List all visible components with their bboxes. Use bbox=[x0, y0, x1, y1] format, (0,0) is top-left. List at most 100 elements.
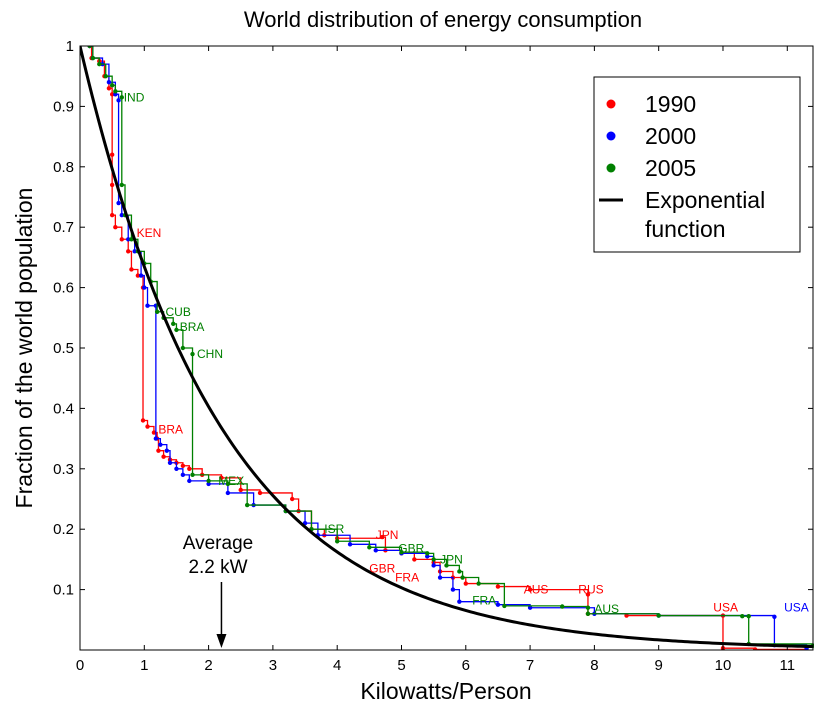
data-point-2005 bbox=[502, 603, 507, 609]
data-point-1990 bbox=[109, 152, 115, 157]
country-label-mex: MEX bbox=[218, 474, 244, 488]
country-label-gbr: GBR bbox=[369, 562, 395, 576]
data-point-2005 bbox=[431, 557, 436, 562]
country-label-isr: ISR bbox=[324, 522, 344, 536]
data-point-1990 bbox=[151, 430, 157, 435]
legend-label: 2005 bbox=[645, 155, 696, 181]
data-point-1990 bbox=[495, 584, 501, 589]
data-point-2005 bbox=[97, 61, 102, 67]
data-point-2005 bbox=[113, 89, 118, 94]
data-point-2000 bbox=[457, 599, 462, 604]
y-tick-label: 1 bbox=[66, 38, 74, 55]
x-tick-label: 9 bbox=[655, 657, 663, 674]
country-label-fra: FRA bbox=[395, 571, 419, 585]
legend-label: 1990 bbox=[645, 91, 696, 117]
country-label-aus: AUS bbox=[594, 602, 619, 616]
data-point-1990 bbox=[527, 587, 533, 592]
country-label-gbr: GBR bbox=[398, 542, 424, 556]
data-point-2000 bbox=[116, 200, 121, 206]
data-point-2000 bbox=[164, 448, 169, 453]
data-point-2000 bbox=[450, 587, 456, 592]
x-tick-label: 5 bbox=[397, 657, 405, 674]
data-point-2005 bbox=[225, 481, 231, 487]
data-point-2000 bbox=[373, 548, 378, 553]
legend-label: 2000 bbox=[645, 123, 696, 149]
data-point-2005 bbox=[740, 613, 745, 619]
y-tick-label: 0.3 bbox=[53, 461, 74, 478]
x-axis-ticks: 0 1 2 3 4 5 6 7 8 9 10 11 bbox=[76, 46, 795, 674]
chart-title: World distribution of energy consumption bbox=[244, 7, 642, 32]
data-point-2000 bbox=[425, 554, 430, 559]
country-label-chn: CHN bbox=[197, 347, 223, 361]
data-point-2000 bbox=[119, 212, 124, 218]
data-point-2000 bbox=[225, 490, 231, 496]
data-point-2005 bbox=[334, 539, 340, 544]
y-tick-label: 0.4 bbox=[53, 400, 74, 417]
series-line-exponential bbox=[80, 46, 814, 649]
data-point-1990 bbox=[463, 581, 468, 586]
data-point-2005 bbox=[190, 351, 195, 357]
data-point-2005 bbox=[457, 569, 462, 574]
x-tick-label: 10 bbox=[715, 657, 732, 674]
legend-marker-1990 bbox=[606, 99, 616, 109]
data-point-2005 bbox=[460, 575, 465, 580]
data-point-1990 bbox=[585, 592, 591, 597]
y-tick-label: 0.7 bbox=[53, 219, 74, 236]
data-point-2005 bbox=[476, 581, 481, 586]
x-tick-label: 6 bbox=[462, 657, 470, 674]
legend-label: Exponential bbox=[645, 187, 765, 213]
data-point-2005 bbox=[656, 613, 661, 618]
data-point-2005 bbox=[180, 345, 186, 351]
y-tick-label: 0.6 bbox=[53, 280, 74, 297]
data-point-1990 bbox=[140, 418, 146, 423]
data-point-1990 bbox=[145, 424, 150, 429]
data-point-2005 bbox=[174, 327, 179, 333]
data-point-1990 bbox=[106, 86, 112, 91]
data-point-2000 bbox=[167, 460, 173, 465]
data-point-1990 bbox=[119, 237, 124, 242]
x-tick-label: 4 bbox=[333, 657, 341, 674]
data-point-1990 bbox=[135, 273, 141, 278]
y-tick-label: 0.1 bbox=[53, 582, 74, 599]
country-label-bra: BRA bbox=[158, 423, 183, 437]
data-point-2000 bbox=[126, 237, 131, 242]
x-tick-label: 0 bbox=[76, 657, 84, 674]
data-point-2000 bbox=[145, 303, 150, 308]
data-point-2000 bbox=[495, 602, 501, 607]
x-tick-label: 3 bbox=[269, 657, 277, 674]
country-label-rus: RUS bbox=[578, 583, 603, 597]
y-tick-label: 0.8 bbox=[53, 159, 74, 176]
y-axis-ticks: 0.1 0.2 0.3 0.4 0.5 0.6 0.7 0.8 0.9 1 bbox=[53, 38, 813, 599]
data-point-2005 bbox=[119, 95, 124, 100]
annotation-line1: Average bbox=[183, 533, 253, 554]
data-point-1990 bbox=[156, 448, 161, 453]
data-point-2005 bbox=[119, 182, 124, 188]
annotation-line2: 2.2 kW bbox=[188, 557, 247, 578]
data-point-1990 bbox=[129, 267, 134, 272]
data-point-2005 bbox=[425, 551, 430, 556]
country-label-jpn: JPN bbox=[440, 552, 463, 566]
data-point-2000 bbox=[138, 273, 144, 278]
data-point-1990 bbox=[380, 534, 385, 540]
data-point-1990 bbox=[187, 466, 192, 471]
data-point-2000 bbox=[437, 575, 443, 580]
y-axis-title: Fraction of the world population bbox=[11, 188, 37, 509]
x-tick-label: 7 bbox=[526, 657, 534, 674]
data-point-1990 bbox=[109, 212, 115, 218]
series-layer bbox=[80, 46, 814, 650]
data-point-1990 bbox=[109, 182, 115, 188]
country-label-usa: USA bbox=[784, 601, 809, 615]
data-point-2000 bbox=[347, 542, 353, 547]
data-point-2005 bbox=[206, 478, 211, 484]
country-label-cub: CUB bbox=[166, 305, 191, 319]
data-point-2005 bbox=[560, 604, 565, 609]
data-point-1990 bbox=[752, 647, 758, 650]
data-point-2005 bbox=[103, 74, 108, 79]
data-point-1990 bbox=[126, 249, 131, 254]
country-label-aus: AUS bbox=[524, 583, 549, 597]
legend-marker-2005 bbox=[606, 163, 616, 173]
data-point-2000 bbox=[431, 563, 436, 568]
data-point-2005 bbox=[109, 83, 115, 88]
data-point-1990 bbox=[180, 463, 186, 468]
